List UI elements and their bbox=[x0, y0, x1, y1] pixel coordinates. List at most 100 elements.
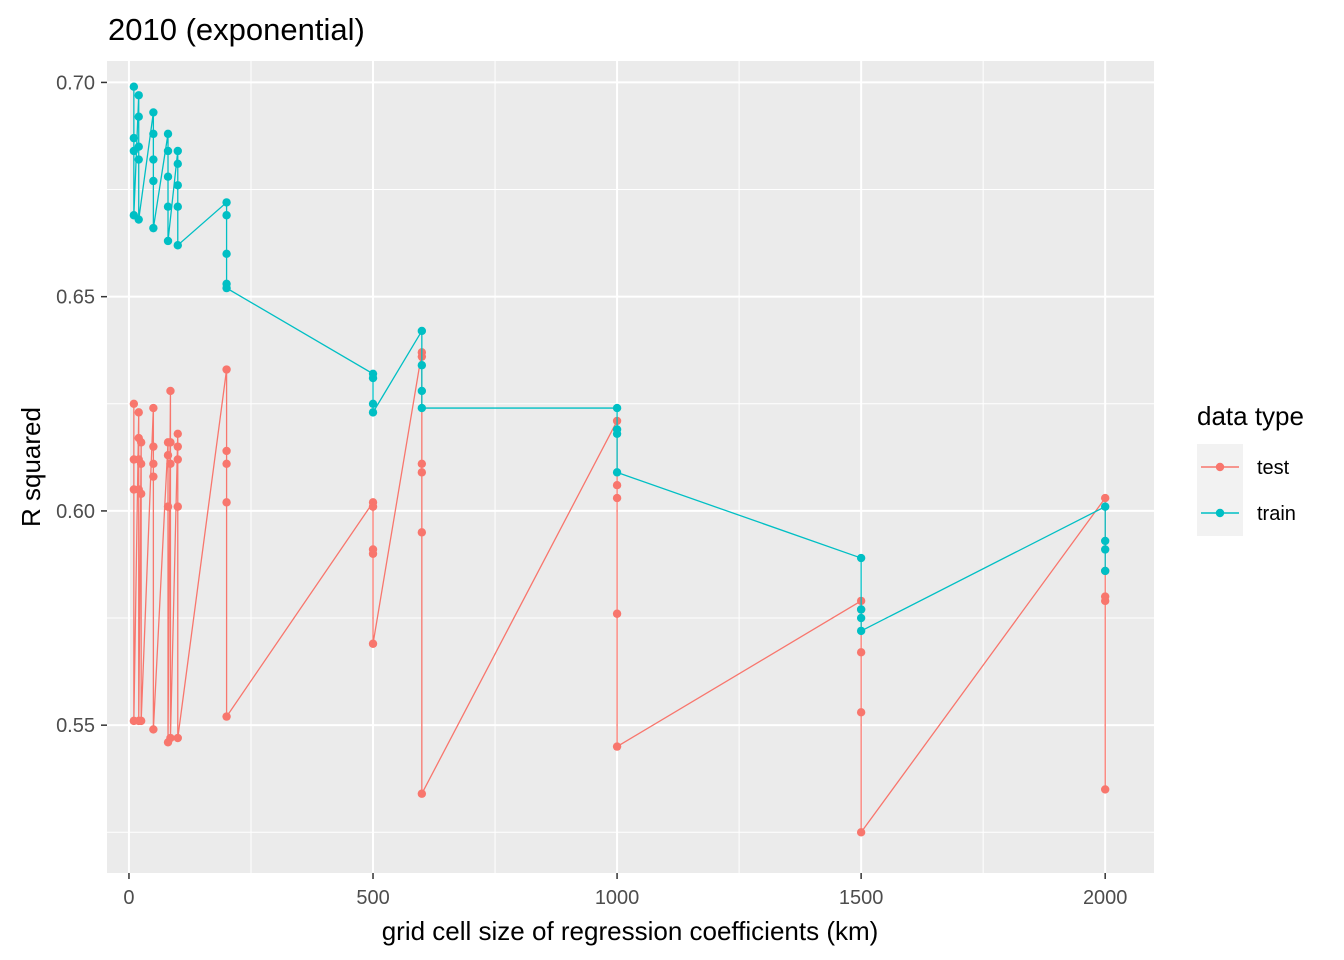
y-tick-label: 0.70 bbox=[56, 72, 95, 94]
data-point-test bbox=[136, 438, 146, 447]
data-point-train bbox=[149, 155, 158, 164]
data-point-train bbox=[149, 223, 158, 233]
data-point-train bbox=[1100, 502, 1110, 511]
series-train bbox=[129, 82, 1110, 636]
data-point-test bbox=[856, 648, 866, 657]
axes: 0 500 1000 1500 2000 0.55 0.60 0.65 0.70 bbox=[56, 72, 1127, 909]
data-point-train bbox=[368, 399, 378, 408]
data-point-test bbox=[163, 451, 173, 460]
data-point-test bbox=[368, 639, 378, 648]
data-point-train bbox=[368, 373, 378, 383]
data-point-train bbox=[163, 236, 173, 246]
data-point-train bbox=[417, 403, 427, 413]
data-point-train bbox=[417, 386, 427, 396]
x-axis-label: grid cell size of regression coefficient… bbox=[382, 916, 879, 946]
y-tick-label: 0.55 bbox=[56, 715, 95, 737]
data-point-train bbox=[856, 605, 866, 614]
data-point-train bbox=[222, 211, 231, 220]
data-point-train bbox=[134, 142, 143, 151]
data-point-train bbox=[1100, 566, 1110, 576]
y-tick-label: 0.65 bbox=[56, 287, 95, 309]
data-point-train bbox=[1100, 536, 1110, 546]
legend-key-point-train bbox=[1215, 508, 1225, 518]
legend-label-test: test bbox=[1257, 457, 1290, 479]
data-point-test bbox=[368, 549, 378, 558]
data-point-test bbox=[222, 712, 231, 721]
data-point-train bbox=[856, 553, 866, 563]
data-point-test bbox=[149, 472, 158, 481]
legend-title: data type bbox=[1197, 401, 1304, 431]
data-point-train bbox=[856, 626, 866, 636]
y-tick-label: 0.60 bbox=[56, 501, 95, 523]
data-point-train bbox=[612, 429, 622, 438]
data-point-test bbox=[222, 459, 231, 468]
data-point-train bbox=[163, 129, 173, 139]
data-point-test bbox=[149, 725, 158, 734]
data-point-test bbox=[166, 386, 175, 396]
x-tick-label: 0 bbox=[123, 887, 134, 909]
data-point-test bbox=[149, 403, 158, 413]
data-point-test bbox=[134, 408, 143, 417]
data-point-test bbox=[163, 502, 173, 511]
data-point-train bbox=[134, 112, 143, 121]
data-point-train bbox=[173, 159, 182, 169]
data-point-test bbox=[417, 468, 427, 477]
data-point-train bbox=[368, 408, 378, 417]
data-point-test bbox=[173, 733, 182, 743]
data-point-test bbox=[417, 459, 427, 468]
data-point-test bbox=[856, 708, 866, 717]
data-point-train bbox=[149, 108, 158, 117]
data-point-train bbox=[222, 198, 231, 207]
data-point-test bbox=[129, 399, 139, 408]
data-point-test bbox=[166, 438, 175, 447]
data-point-test bbox=[136, 459, 146, 468]
data-point-test bbox=[222, 498, 231, 507]
data-point-test bbox=[1100, 785, 1110, 794]
data-point-test bbox=[166, 459, 175, 468]
data-point-train bbox=[129, 133, 139, 143]
data-point-train bbox=[222, 283, 231, 293]
x-tick-label: 1500 bbox=[839, 887, 884, 909]
data-point-test bbox=[173, 502, 182, 511]
data-point-train bbox=[134, 155, 143, 164]
x-tick-label: 500 bbox=[356, 887, 389, 909]
y-axis-label: R squared bbox=[16, 407, 46, 527]
data-point-test bbox=[1100, 493, 1110, 503]
data-point-train bbox=[1100, 545, 1110, 554]
data-point-train bbox=[129, 82, 139, 91]
series-layer bbox=[129, 82, 1110, 837]
series-test bbox=[129, 348, 1110, 837]
data-point-test bbox=[173, 455, 182, 464]
data-point-train bbox=[173, 146, 182, 156]
data-point-test bbox=[612, 742, 622, 751]
data-point-test bbox=[149, 459, 158, 468]
data-point-test bbox=[612, 609, 622, 618]
data-point-train bbox=[149, 176, 158, 186]
data-point-test bbox=[856, 828, 866, 837]
data-point-test bbox=[136, 489, 146, 498]
data-point-test bbox=[417, 789, 427, 798]
data-point-train bbox=[612, 403, 622, 413]
legend-label-train: train bbox=[1257, 503, 1296, 525]
data-point-test bbox=[222, 365, 231, 374]
data-point-train bbox=[417, 361, 427, 370]
data-point-train bbox=[222, 249, 231, 259]
data-point-test bbox=[166, 733, 175, 743]
data-point-train bbox=[856, 613, 866, 623]
data-point-train bbox=[149, 129, 158, 139]
legend-key-point-test bbox=[1215, 462, 1225, 472]
legend: data type test train bbox=[1197, 401, 1304, 536]
x-tick-label: 1000 bbox=[595, 887, 640, 909]
data-point-train bbox=[134, 91, 143, 100]
x-tick-label: 2000 bbox=[1083, 887, 1128, 909]
plot-panel bbox=[107, 61, 1154, 873]
data-point-train bbox=[417, 326, 427, 336]
data-point-test bbox=[1100, 596, 1110, 606]
data-point-test bbox=[149, 442, 158, 451]
data-point-train bbox=[163, 202, 173, 211]
data-point-test bbox=[173, 429, 182, 438]
series-line-test bbox=[133, 352, 1106, 835]
chart-title: 2010 (exponential) bbox=[108, 12, 365, 47]
data-point-train bbox=[173, 241, 182, 250]
